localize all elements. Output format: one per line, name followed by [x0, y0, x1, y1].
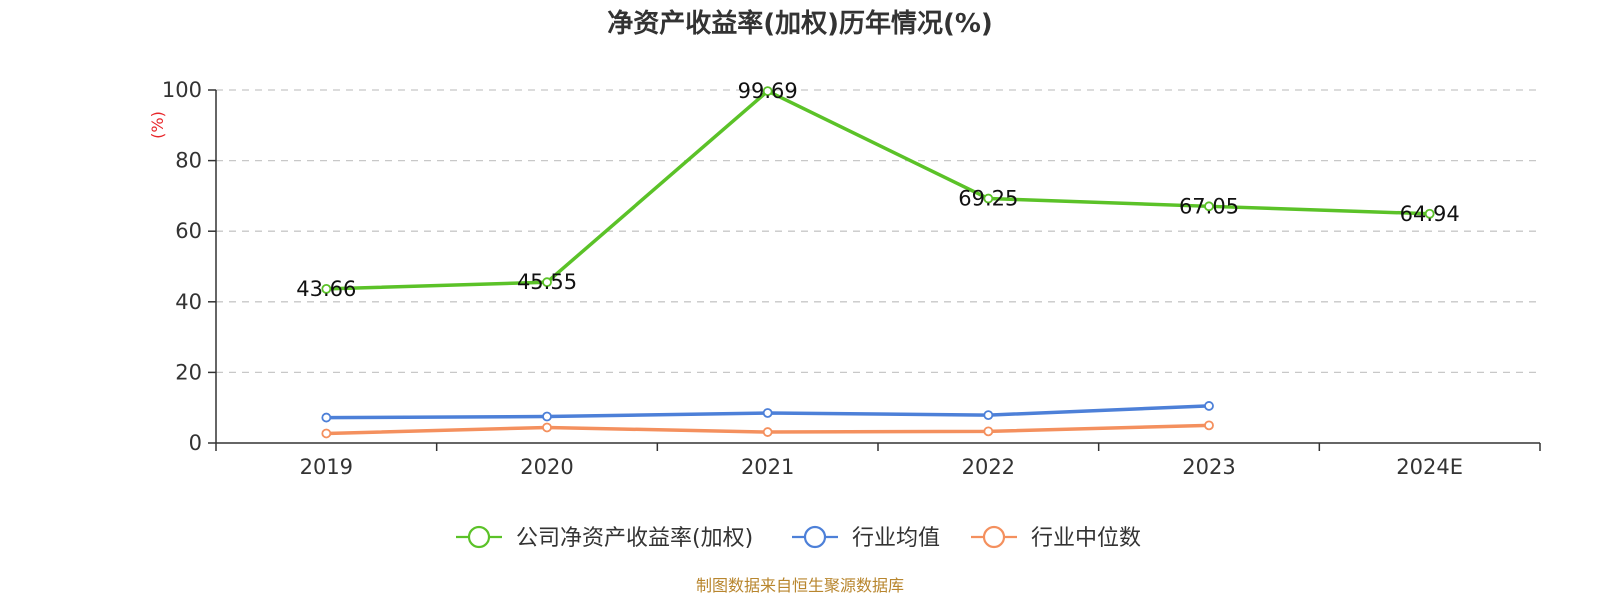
x-tick-label-2024E: 2024E — [1396, 455, 1463, 479]
axes: 0 20 40 60 80 100 2019 2020 2021 2022 2023 2024E — [162, 78, 1541, 479]
series-1-point-2020[interactable] — [542, 411, 552, 422]
legend-swatch-marker-2 — [982, 525, 1006, 549]
legend-item-2[interactable]: 行业中位数 — [971, 525, 1141, 551]
legend-item-0[interactable]: 公司净资产收益率(加权) — [456, 525, 753, 551]
series-0-data-label-2023: 67.05 — [1179, 194, 1239, 218]
legend[interactable]: 公司净资产收益率(加权) 行业均值 行业中位数 — [456, 525, 1141, 551]
legend-label-0: 公司净资产收益率(加权) — [516, 526, 753, 551]
x-tick-label-2023: 2023 — [1182, 455, 1235, 479]
source-note: 制图数据来自恒生聚源数据库 — [696, 576, 904, 595]
y-tick-label-0: 0 — [189, 431, 202, 455]
x-tick-label-2019: 2019 — [300, 455, 353, 479]
y-axis-label: (%) — [148, 111, 167, 139]
series-lines — [321, 86, 1435, 439]
legend-swatch-marker-0 — [467, 525, 491, 549]
series-2-point-2020[interactable] — [542, 422, 552, 433]
series-0-point-2022[interactable] — [983, 193, 994, 204]
series-0-point-2021[interactable] — [762, 86, 773, 96]
series-0-data-label-2022: 69.25 — [958, 187, 1018, 211]
series-1-point-2022[interactable] — [983, 410, 994, 421]
series-1-point-2023[interactable] — [1204, 401, 1214, 411]
series-0-point-2024E[interactable] — [1424, 208, 1435, 219]
y-tick-label-40: 40 — [175, 290, 202, 314]
series-0-data-label-2024E: 64.94 — [1400, 202, 1460, 226]
series-1-point-2021[interactable] — [762, 408, 773, 418]
y-tick-label-100: 100 — [162, 78, 202, 102]
series-0-point-2020[interactable] — [542, 277, 552, 288]
chart-title: 净资产收益率(加权)历年情况(%) — [607, 8, 993, 39]
series-0-point-2023[interactable] — [1204, 201, 1214, 212]
series-0-line — [326, 89, 1430, 291]
series-0-data-label-2020: 45.55 — [517, 270, 577, 294]
data-labels: 43.66 45.55 99.69 69.25 67.05 64.94 — [296, 79, 1459, 301]
legend-label-2: 行业中位数 — [1031, 526, 1141, 551]
grid-lines — [216, 89, 1540, 374]
series-2-point-2021[interactable] — [762, 427, 773, 437]
x-tick-label-2022: 2022 — [962, 455, 1015, 479]
series-2-point-2022[interactable] — [983, 426, 994, 437]
legend-label-1: 行业均值 — [852, 526, 940, 551]
y-tick-label-20: 20 — [175, 360, 202, 384]
series-1-point-2019[interactable] — [321, 412, 332, 423]
y-tick-label-80: 80 — [175, 149, 202, 173]
legend-item-1[interactable]: 行业均值 — [792, 525, 940, 551]
x-tick-label-2020: 2020 — [520, 455, 573, 479]
series-0-data-label-2021: 99.69 — [738, 79, 798, 103]
legend-swatch-marker-1 — [803, 525, 827, 549]
y-tick-label-60: 60 — [175, 219, 202, 243]
series-0-data-label-2019: 43.66 — [296, 277, 356, 301]
series-2-point-2019[interactable] — [321, 428, 332, 439]
x-tick-label-2021: 2021 — [741, 455, 794, 479]
series-0-point-2019[interactable] — [321, 283, 332, 294]
series-2-point-2023[interactable] — [1204, 420, 1214, 431]
